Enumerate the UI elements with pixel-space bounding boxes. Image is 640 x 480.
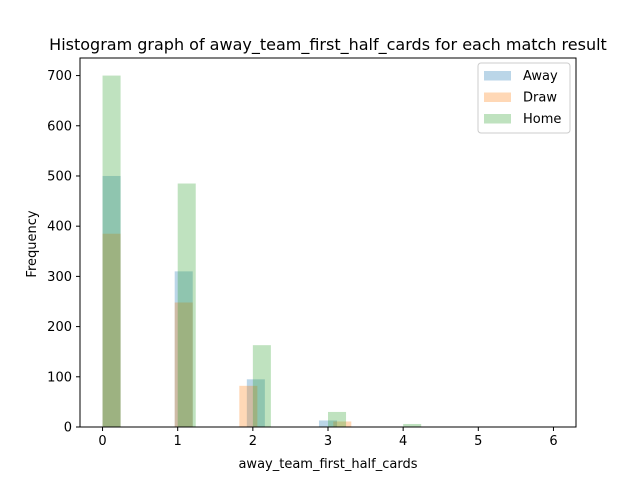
x-axis-label: away_team_first_half_cards [238, 457, 417, 472]
legend-label-draw: Draw [523, 91, 557, 106]
bars-layer [102, 75, 422, 428]
y-tick-label: 300 [47, 270, 72, 285]
y-tick-label: 200 [47, 320, 72, 335]
x-tick-label: 1 [174, 434, 182, 449]
x-tick-label: 2 [249, 434, 257, 449]
y-tick-label: 600 [47, 119, 72, 134]
y-axis-label: Frequency [25, 210, 40, 277]
bar-away-0 [102, 175, 121, 427]
chart-title: Histogram graph of away_team_first_half_… [49, 35, 607, 55]
bar-home-3 [328, 411, 347, 427]
bar-draw-3 [333, 421, 352, 427]
bar-home-1 [177, 183, 196, 427]
y-tick-label: 400 [47, 220, 72, 235]
bar-draw-1 [174, 302, 193, 427]
bar-home-2 [252, 345, 271, 427]
legend: Away Draw Home [477, 62, 571, 134]
y-tick-label: 100 [47, 370, 72, 385]
y-tick-label: 700 [47, 69, 72, 84]
bar-home-4 [403, 423, 422, 427]
bar-away-3 [318, 420, 338, 427]
y-tick-label: 0 [64, 421, 72, 436]
x-tick-label: 0 [98, 434, 106, 449]
x-tick-label: 6 [549, 434, 557, 449]
bar-home-0 [102, 75, 121, 428]
y-tick-label: 500 [47, 169, 72, 184]
bar-away-1 [174, 271, 193, 427]
legend-label-away: Away [523, 69, 558, 84]
legend-box [477, 62, 571, 134]
legend-swatch-draw [484, 92, 511, 102]
bar-draw-2 [239, 385, 258, 427]
x-tick-label: 3 [324, 434, 332, 449]
x-axis-ticks: 0 1 2 3 4 5 6 [98, 427, 558, 449]
bar-draw-0 [102, 233, 121, 427]
y-axis-ticks: 0 100 200 300 400 500 600 700 [47, 69, 80, 436]
x-tick-label: 5 [474, 434, 482, 449]
legend-label-home: Home [523, 112, 561, 127]
x-tick-label: 4 [399, 434, 407, 449]
bar-away-2 [246, 379, 265, 427]
legend-swatch-home [484, 114, 511, 124]
legend-swatch-away [484, 71, 511, 81]
